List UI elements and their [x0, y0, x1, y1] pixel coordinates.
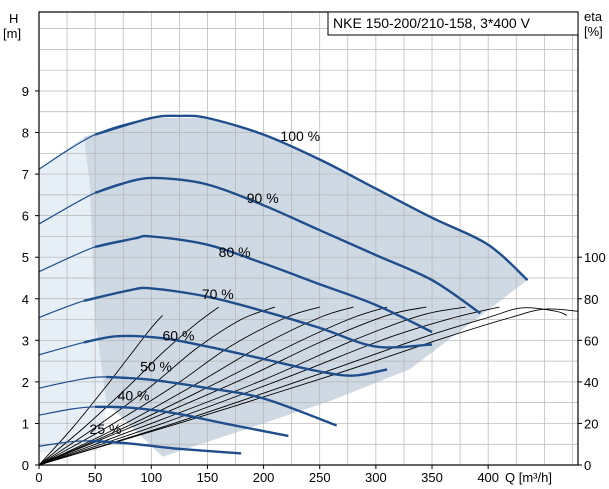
speed-curve-label: 70 %	[202, 286, 234, 302]
speed-curve	[95, 405, 289, 438]
efficiency-curve	[38, 306, 219, 466]
efficiency-curve	[38, 306, 275, 466]
x-tick-label: 300	[365, 470, 387, 485]
x-tick-label: 200	[253, 470, 275, 485]
model-label-box: NKE 150-200/210-158, 3*400 V	[327, 11, 579, 36]
speed-curve-label: 80 %	[219, 244, 251, 260]
efficiency-curve	[38, 306, 354, 466]
y-axis-unit: [m]	[3, 26, 21, 41]
eta-tick-label: 80	[584, 292, 598, 307]
x-tick-label: 50	[88, 470, 102, 485]
eta-axis-ticks: 0 20 40 60 80 100	[578, 250, 606, 473]
y-tick-label: 5	[22, 250, 29, 265]
speed-curve	[94, 176, 481, 315]
y-axis-ticks: 0 1 2 3 4 5 6 7 8 9	[22, 84, 39, 473]
speed-curve-label: 100 %	[280, 128, 320, 144]
speed-curve-label: 60 %	[163, 327, 195, 343]
speed-curve	[94, 234, 433, 334]
x-tick-label: 150	[197, 470, 219, 485]
speed-curve-label: 50 %	[140, 358, 172, 374]
eta-tick-label: 0	[584, 458, 591, 473]
speed-curve	[89, 439, 242, 455]
eta-tick-label: 100	[584, 250, 606, 265]
speed-curve-label: 90 %	[247, 190, 279, 206]
region-main	[83, 118, 528, 457]
x-tick-label: 400	[477, 470, 499, 485]
y-tick-label: 4	[22, 292, 29, 307]
speed-curves	[38, 114, 529, 455]
speed-curve-label: 40 %	[118, 388, 150, 404]
speed-curve	[106, 375, 338, 427]
efficiency-curve	[38, 307, 567, 466]
y-tick-label: 9	[22, 84, 29, 99]
efficiency-curve	[38, 315, 163, 466]
plot-frame	[38, 11, 579, 466]
x-tick-label: 100	[140, 470, 162, 485]
y-tick-label: 0	[22, 458, 29, 473]
efficiency-curve	[38, 306, 388, 466]
efficiency-curve	[38, 308, 579, 466]
x-tick-label: 350	[421, 470, 443, 485]
y-tick-label: 6	[22, 209, 29, 224]
chart-title: NKE 150-200/210-158, 3*400 V	[333, 15, 531, 31]
eta-tick-label: 20	[584, 416, 598, 431]
model-label-frame	[327, 11, 579, 36]
efficiency-curve	[38, 306, 466, 466]
speed-curve	[83, 286, 433, 349]
x-axis-label: Q [m³/h]	[505, 470, 552, 485]
x-tick-label: 0	[35, 470, 42, 485]
speed-curve	[94, 114, 529, 281]
eta-axis-name: eta	[584, 9, 603, 24]
y-tick-label: 8	[22, 126, 29, 141]
y-tick-label: 7	[22, 167, 29, 182]
x-tick-label: 250	[309, 470, 331, 485]
y-tick-label: 3	[22, 333, 29, 348]
speed-curve	[83, 334, 388, 377]
eta-tick-label: 60	[584, 333, 598, 348]
efficiency-curve	[38, 306, 427, 466]
y-tick-label: 2	[22, 375, 29, 390]
eta-tick-label: 40	[584, 375, 598, 390]
y-axis-name: H	[9, 11, 18, 26]
speed-curve-labels: 100 % 90 % 80 % 70 % 60 % 50 % 40 % 25 %	[90, 128, 321, 437]
speed-curve-label: 25 %	[90, 421, 122, 437]
x-axis-ticks: 0 50 100 150 200 250 300 350 400 Q [m³/h]	[35, 465, 552, 485]
grid	[39, 12, 578, 465]
y-tick-label: 1	[22, 416, 29, 431]
eta-axis-unit: [%]	[584, 24, 603, 39]
